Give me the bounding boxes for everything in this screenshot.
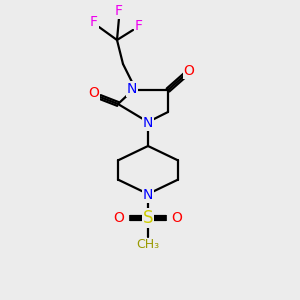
- Text: S: S: [143, 209, 153, 227]
- Text: F: F: [115, 4, 123, 18]
- Text: O: O: [184, 64, 194, 78]
- Text: N: N: [143, 188, 153, 202]
- Text: O: O: [172, 211, 182, 225]
- Text: F: F: [90, 15, 98, 29]
- Text: F: F: [135, 19, 143, 33]
- Text: CH₃: CH₃: [136, 238, 160, 251]
- Text: N: N: [143, 116, 153, 130]
- Text: N: N: [127, 82, 137, 96]
- Text: O: O: [88, 86, 99, 100]
- Text: O: O: [114, 211, 124, 225]
